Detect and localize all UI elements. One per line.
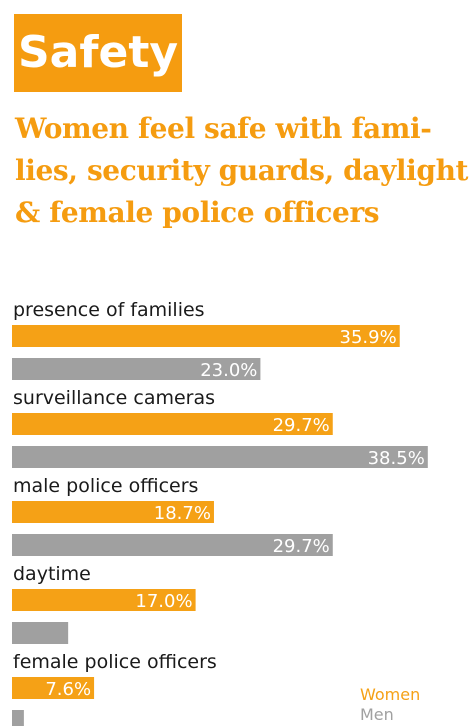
bar-women [12, 413, 333, 435]
section-title: Safety [17, 27, 179, 78]
bar-women [12, 325, 400, 347]
bar-women [12, 589, 196, 611]
value-label-women: 29.7% [273, 415, 330, 436]
value-label-women: 17.0% [135, 591, 192, 612]
bar-men [12, 622, 69, 644]
value-label-women: 35.9% [340, 327, 397, 348]
category-label: female police officers [13, 651, 217, 673]
value-label-men: 23.0% [200, 360, 257, 381]
value-label-men: 5.2% [71, 624, 117, 645]
headline-text: Women feel safe with fami-lies, security… [15, 112, 469, 229]
bar-women [12, 677, 95, 699]
legend-women: Women [360, 685, 420, 704]
category-label: daytime [13, 563, 91, 585]
category-label: surveillance cameras [13, 387, 215, 409]
headline: Women feel safe with fami-lies, security… [15, 108, 470, 234]
bar-men [12, 358, 261, 380]
value-label-women: 18.7% [154, 503, 211, 524]
category-label: presence of families [13, 299, 205, 321]
legend-men: Men [360, 705, 394, 724]
section-badge: Safety [14, 14, 182, 92]
bar-men [12, 710, 24, 726]
value-label-men: 38.5% [368, 448, 425, 469]
bar-men [12, 446, 428, 468]
value-label-men: 29.7% [273, 536, 330, 557]
bar-men [12, 534, 333, 556]
category-label: male police officers [13, 475, 198, 497]
value-label-women: 7.6% [45, 679, 91, 700]
bar-women [12, 501, 214, 523]
value-label-men: 1.1% [27, 712, 73, 726]
